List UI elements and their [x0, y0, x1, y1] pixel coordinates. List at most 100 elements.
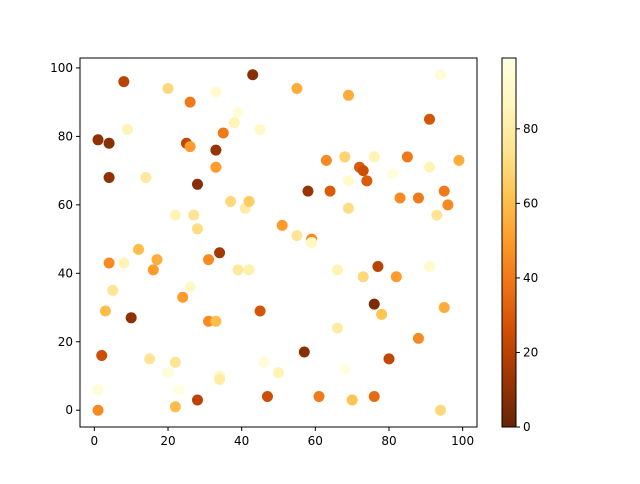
point	[357, 165, 369, 177]
point	[306, 237, 318, 248]
point	[438, 302, 450, 314]
x-tick-label: 0	[91, 434, 99, 448]
colorbar	[501, 57, 517, 428]
x-tick-label: 100	[451, 434, 474, 448]
point	[368, 151, 380, 163]
point	[401, 151, 413, 163]
point	[435, 69, 447, 81]
point	[217, 127, 229, 139]
point	[214, 373, 226, 385]
point	[331, 322, 343, 334]
point	[346, 394, 358, 406]
point	[214, 247, 226, 259]
point	[144, 353, 156, 365]
y-tick-label: 40	[58, 266, 73, 280]
point	[423, 260, 435, 272]
point	[387, 168, 399, 180]
point	[210, 161, 222, 173]
point	[191, 178, 203, 190]
point	[368, 298, 380, 310]
point	[210, 144, 222, 156]
point	[276, 219, 288, 231]
point	[184, 141, 196, 153]
y-tick-label: 0	[65, 403, 73, 417]
point	[232, 264, 244, 276]
point	[376, 308, 388, 320]
point	[431, 209, 443, 221]
point	[339, 151, 351, 163]
y-tick-label: 100	[50, 61, 73, 75]
point	[390, 271, 402, 283]
point	[313, 391, 325, 403]
point	[291, 82, 303, 94]
point	[107, 284, 119, 296]
point	[232, 106, 244, 118]
point	[140, 171, 152, 183]
point	[423, 113, 435, 125]
x-tick-label: 20	[160, 434, 175, 448]
point	[169, 356, 181, 368]
point	[243, 195, 255, 207]
point	[125, 312, 137, 324]
point	[162, 82, 174, 94]
point	[122, 124, 134, 136]
colorbar-tick-label: 80	[523, 122, 538, 136]
point	[243, 264, 255, 276]
x-tick-label: 80	[381, 434, 396, 448]
point	[254, 124, 266, 136]
colorbar-tick-label: 40	[523, 271, 538, 285]
point	[435, 404, 447, 416]
point	[228, 117, 240, 129]
point	[339, 363, 351, 375]
point	[394, 192, 406, 204]
point	[412, 192, 424, 204]
point	[261, 391, 273, 403]
point	[173, 384, 185, 396]
point	[96, 349, 108, 361]
point	[331, 264, 343, 276]
point	[247, 69, 259, 81]
point	[361, 175, 373, 187]
point	[118, 76, 130, 88]
colorbar-tick-label: 0	[523, 420, 531, 434]
point	[103, 257, 115, 269]
point	[191, 394, 203, 406]
point	[298, 346, 310, 358]
x-tick-label: 40	[234, 434, 249, 448]
point	[147, 264, 159, 276]
y-tick-label: 20	[58, 335, 73, 349]
point	[423, 161, 435, 173]
point	[169, 401, 181, 413]
point	[191, 223, 203, 235]
point	[412, 332, 424, 344]
point	[442, 199, 454, 211]
point	[258, 356, 270, 368]
point	[453, 154, 465, 166]
point	[225, 195, 237, 207]
point	[210, 86, 222, 98]
point	[438, 185, 450, 197]
point	[342, 89, 354, 101]
point	[302, 185, 314, 197]
point	[342, 175, 354, 187]
point	[254, 305, 266, 317]
point	[342, 202, 354, 214]
point	[357, 271, 369, 283]
point	[92, 384, 104, 396]
point	[291, 230, 303, 242]
point	[368, 391, 380, 403]
point	[118, 257, 130, 269]
point	[188, 209, 200, 221]
colorbar-tick-label: 60	[523, 196, 538, 210]
point	[92, 134, 104, 146]
point	[99, 305, 111, 317]
point	[169, 209, 181, 221]
point	[177, 291, 189, 303]
x-tick-label: 60	[308, 434, 323, 448]
point	[92, 404, 104, 416]
point	[320, 154, 332, 166]
point	[103, 137, 115, 149]
point	[103, 171, 115, 183]
y-tick-label: 60	[58, 198, 73, 212]
